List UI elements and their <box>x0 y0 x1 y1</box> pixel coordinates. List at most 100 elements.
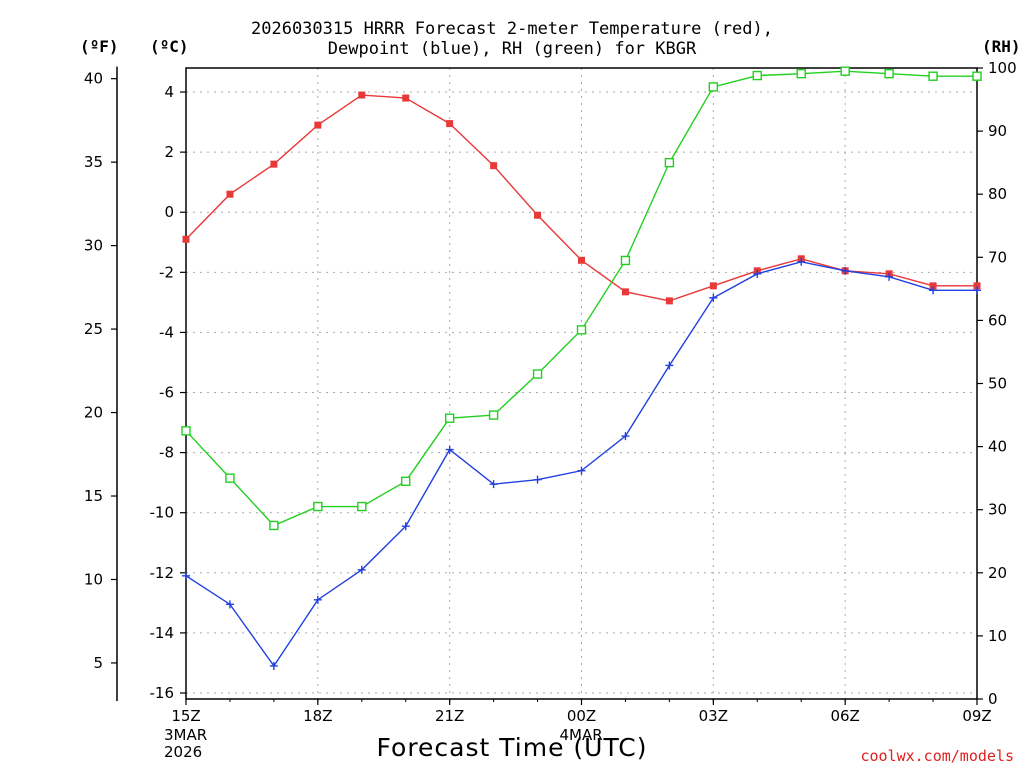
rh-point <box>444 413 455 423</box>
x-axis-title: Forecast Time (UTC) <box>376 733 648 762</box>
rh-point <box>752 70 762 81</box>
temperature-point <box>534 211 542 219</box>
fahrenheit-tick-label: 25 <box>84 320 103 338</box>
fahrenheit-tick-label: 15 <box>84 487 103 505</box>
rh-tick-label: 90 <box>988 122 1007 140</box>
fahrenheit-tick-label: 20 <box>84 404 103 422</box>
temperature-point <box>973 282 981 290</box>
fahrenheit-tick-label: 35 <box>84 153 103 171</box>
x-tick-sublabel: 3MAR <box>164 726 207 744</box>
fahrenheit-tick-label: 40 <box>84 70 103 88</box>
temperature-point <box>446 120 454 128</box>
rh-point <box>576 325 587 335</box>
temperature-point <box>402 94 410 102</box>
rh-point <box>313 501 323 512</box>
celsius-tick-label: -2 <box>159 263 174 281</box>
rh-unit-label: (RH) <box>982 37 1021 56</box>
celsius-tick-label: -12 <box>150 564 175 582</box>
dewpoint-point <box>225 600 234 609</box>
chart-title-line-1: 2026030315 HRRR Forecast 2-meter Tempera… <box>251 19 773 39</box>
x-tick-label: 00Z <box>567 707 596 725</box>
dewpoint-point <box>885 272 894 281</box>
temperature-point <box>709 282 717 290</box>
x-tick-label: 06Z <box>830 707 859 725</box>
rh-point <box>401 476 411 487</box>
celsius-tick-label: -6 <box>159 384 174 402</box>
dewpoint-point <box>973 286 981 295</box>
chart-title-line-2: Dewpoint (blue), RH (green) for KBGR <box>327 39 697 59</box>
celsius-tick-label: -16 <box>150 684 175 702</box>
rh-tick-label: 50 <box>988 375 1007 393</box>
dewpoint-point <box>841 266 850 275</box>
temperature-point <box>621 288 629 296</box>
celsius-tick-label: 2 <box>164 143 174 161</box>
rh-tick-label: 0 <box>988 690 998 708</box>
fahrenheit-unit-label: (ºF) <box>80 37 119 56</box>
dewpoint-point <box>533 475 542 484</box>
temperature-point <box>929 282 937 290</box>
data-series <box>181 66 982 670</box>
rh-tick-label: 10 <box>988 627 1007 645</box>
rh-point <box>708 82 719 92</box>
rh-point <box>972 71 982 81</box>
dewpoint-point <box>753 269 762 278</box>
x-tick-label: 18Z <box>303 707 332 725</box>
dewpoint-point <box>621 432 630 441</box>
celsius-tick-label: 4 <box>164 83 174 101</box>
x-tick-label: 09Z <box>962 707 991 725</box>
dewpoint-point <box>313 595 322 604</box>
rh-point <box>357 501 367 512</box>
rh-point <box>840 66 850 76</box>
x-tick-label: 15Z <box>171 707 200 725</box>
rh-point <box>796 68 806 79</box>
dewpoint-point <box>401 522 410 531</box>
celsius-unit-label: (ºC) <box>150 37 189 56</box>
rh-point <box>181 426 191 436</box>
rh-tick-label: 100 <box>988 59 1017 77</box>
rh-tick-label: 70 <box>988 248 1007 266</box>
x-tick-label: 03Z <box>699 707 728 725</box>
temperature-point <box>314 121 322 129</box>
temperature-point <box>182 235 190 243</box>
x-tick-label: 21Z <box>435 707 464 725</box>
celsius-tick-label: -14 <box>150 624 175 642</box>
temperature-point <box>226 190 234 198</box>
dewpoint-point <box>577 466 586 475</box>
rh-point <box>928 71 938 81</box>
rh-point <box>225 473 235 483</box>
x-tick-sublabel: 2026 <box>164 743 202 761</box>
dewpoint-point <box>489 480 498 489</box>
rh-tick-label: 40 <box>988 438 1007 456</box>
y-axis-ticks: 420-2-4-6-8-10-12-14-1640353025201510510… <box>84 59 1017 708</box>
rh-tick-label: 20 <box>988 564 1007 582</box>
fahrenheit-tick-label: 10 <box>84 570 103 588</box>
dewpoint-point <box>445 445 454 454</box>
celsius-tick-label: -4 <box>159 323 174 341</box>
temperature-point <box>665 297 673 305</box>
rh-point <box>269 520 279 531</box>
rh-point <box>488 410 499 420</box>
dewpoint-point <box>665 361 674 370</box>
temperature-point <box>490 162 498 170</box>
rh-point <box>532 369 543 379</box>
dewpoint-point <box>797 257 806 266</box>
rh-tick-label: 30 <box>988 501 1007 519</box>
temperature-point <box>578 256 585 264</box>
credit-text: coolwx.com/models <box>860 747 1014 765</box>
x-tick-sublabel: 4MAR <box>560 726 603 744</box>
dewpoint-point <box>182 571 190 580</box>
dewpoint-point <box>357 565 366 574</box>
temperature-point <box>270 160 278 168</box>
celsius-tick-label: 0 <box>164 203 174 221</box>
fahrenheit-tick-label: 5 <box>93 654 103 672</box>
temperature-point <box>358 91 366 99</box>
fahrenheit-tick-label: 30 <box>84 237 103 255</box>
rh-tick-label: 80 <box>988 185 1007 203</box>
celsius-tick-label: -8 <box>159 444 174 462</box>
rh-point <box>884 68 894 79</box>
rh-point <box>664 157 675 168</box>
dewpoint-point <box>269 661 278 670</box>
rh-point <box>620 255 631 266</box>
